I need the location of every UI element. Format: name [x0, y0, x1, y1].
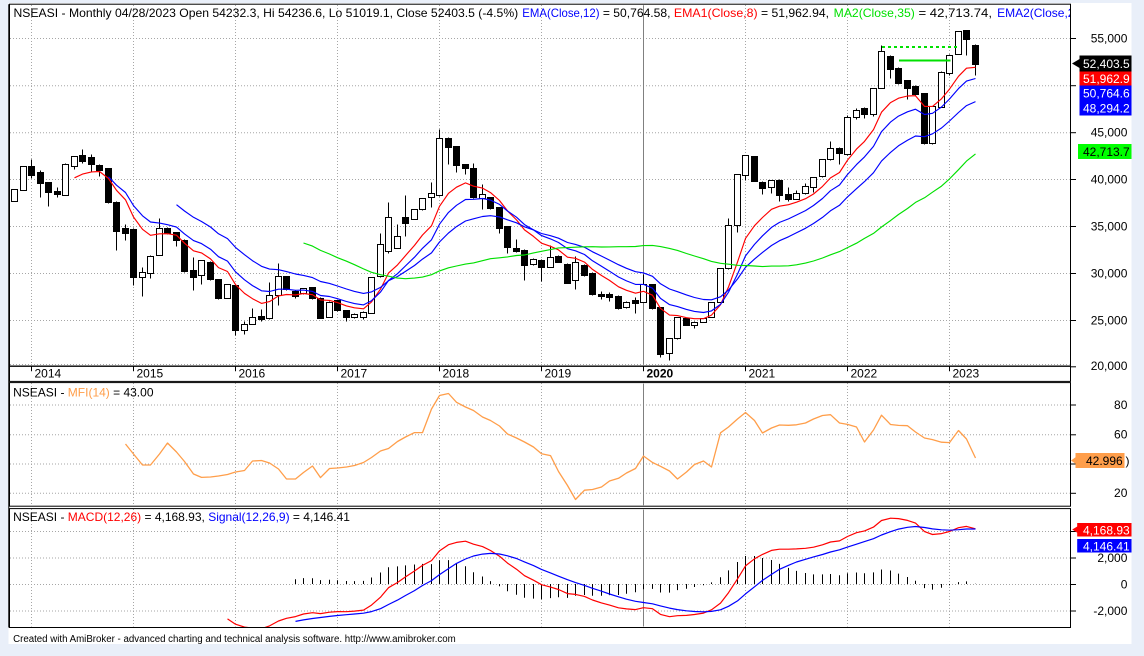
svg-text:35,000: 35,000	[1091, 219, 1128, 233]
svg-text:0: 0	[1121, 577, 1128, 591]
svg-text:MA2(Close,35): MA2(Close,35)	[834, 6, 915, 20]
svg-text:2,000: 2,000	[1097, 551, 1127, 565]
svg-text:NSEASI - MACD(12,26) = 4,168.9: NSEASI - MACD(12,26) = 4,168.93, Signal(…	[13, 510, 350, 524]
svg-text:2015: 2015	[137, 367, 164, 381]
svg-text:52,403.5: 52,403.5	[1083, 57, 1130, 71]
svg-text:2018: 2018	[443, 367, 470, 381]
svg-text:51,962.9: 51,962.9	[1083, 72, 1130, 86]
svg-text:4,168.93: 4,168.93	[1083, 523, 1130, 537]
svg-text:20: 20	[1114, 486, 1128, 500]
svg-text:Created with AmiBroker - advan: Created with AmiBroker - advanced charti…	[13, 634, 456, 645]
svg-text:2017: 2017	[341, 367, 368, 381]
svg-text:40,000: 40,000	[1091, 172, 1128, 186]
svg-text:20,000: 20,000	[1091, 359, 1128, 373]
svg-text:2016: 2016	[239, 367, 266, 381]
svg-text:2023: 2023	[953, 367, 980, 381]
svg-text:NSEASI - Monthly 04/28/2023 Op: NSEASI - Monthly 04/28/2023 Open 54232.3…	[14, 6, 519, 20]
svg-text:EMA(Close,12): EMA(Close,12)	[522, 6, 599, 20]
svg-text:55,000: 55,000	[1091, 31, 1128, 45]
svg-text:42.996: 42.996	[1086, 454, 1123, 468]
svg-text:= 50,764.58,: = 50,764.58,	[600, 6, 671, 20]
svg-text:2020: 2020	[647, 367, 674, 381]
svg-text:2021: 2021	[749, 367, 776, 381]
svg-text:): )	[1126, 454, 1130, 468]
svg-text:2022: 2022	[851, 367, 878, 381]
svg-text:60: 60	[1114, 428, 1128, 442]
svg-text:50,764.6: 50,764.6	[1083, 87, 1130, 101]
svg-text:30,000: 30,000	[1091, 266, 1128, 280]
svg-text:45,000: 45,000	[1091, 126, 1128, 140]
svg-text:= 42,713.74,: = 42,713.74,	[915, 6, 992, 20]
svg-text:25,000: 25,000	[1091, 313, 1128, 327]
svg-text:-2,000: -2,000	[1093, 604, 1127, 618]
svg-text:48,294.2: 48,294.2	[1083, 102, 1130, 116]
svg-text:4,146.41: 4,146.41	[1083, 539, 1130, 553]
svg-text:42,713.7: 42,713.7	[1083, 145, 1130, 159]
svg-text:EMA2(Close,2: EMA2(Close,2	[997, 6, 1075, 20]
svg-text:2014: 2014	[35, 367, 62, 381]
svg-text:2019: 2019	[545, 367, 572, 381]
svg-text:= 51,962.94,: = 51,962.94,	[758, 6, 829, 20]
svg-text:EMA1(Close,8): EMA1(Close,8)	[674, 6, 758, 20]
svg-text:NSEASI - MFI(14) = 43.00: NSEASI - MFI(14) = 43.00	[13, 386, 154, 400]
svg-text:80: 80	[1114, 398, 1128, 412]
